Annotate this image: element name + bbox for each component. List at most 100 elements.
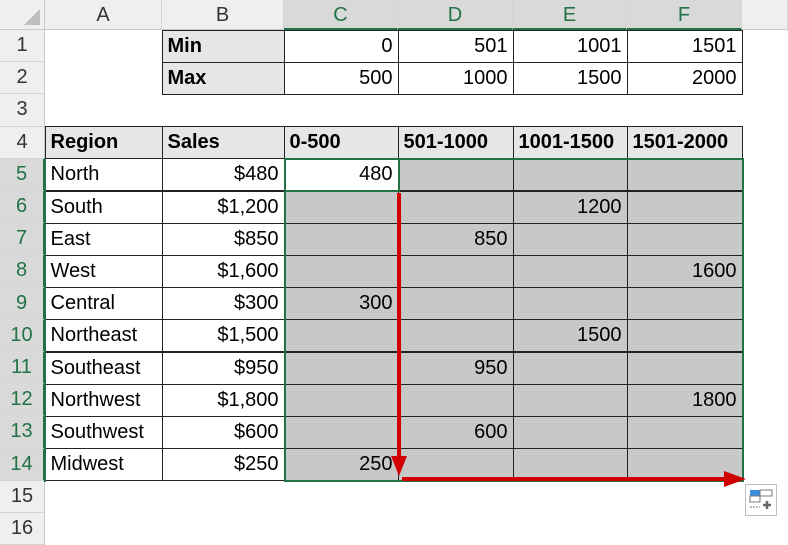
bin-result-cell[interactable] xyxy=(626,222,743,256)
bin-value-cell[interactable]: 1000 xyxy=(397,61,514,95)
bin-result-cell[interactable] xyxy=(283,415,399,450)
bin-result-cell[interactable] xyxy=(512,351,628,385)
table-header-cell[interactable]: 1001-1500 xyxy=(512,126,628,160)
bin-result-cell[interactable] xyxy=(397,158,514,192)
column-header-A[interactable]: A xyxy=(45,0,162,30)
bin-result-cell[interactable] xyxy=(626,319,743,353)
row-header-1[interactable]: 1 xyxy=(0,30,45,63)
row-header-7[interactable]: 7 xyxy=(0,223,45,256)
bin-result-cell[interactable] xyxy=(626,415,743,450)
region-cell[interactable]: East xyxy=(44,222,163,256)
bin-result-cell[interactable]: 250 xyxy=(283,448,399,482)
bin-result-cell[interactable] xyxy=(512,158,628,192)
bin-result-cell[interactable] xyxy=(512,383,628,417)
bin-result-cell[interactable] xyxy=(397,319,514,353)
bin-result-cell[interactable]: 300 xyxy=(283,287,399,321)
bin-result-cell[interactable] xyxy=(626,287,743,321)
bin-label-cell[interactable]: Max xyxy=(161,61,285,95)
row-header-9[interactable]: 9 xyxy=(0,287,45,320)
bin-result-cell[interactable] xyxy=(397,254,514,289)
bin-result-cell[interactable] xyxy=(283,351,399,385)
row-header-8[interactable]: 8 xyxy=(0,255,45,288)
row-header-13[interactable]: 13 xyxy=(0,416,45,449)
bin-value-cell[interactable]: 0 xyxy=(283,29,399,63)
table-header-cell[interactable]: 1501-2000 xyxy=(626,126,743,160)
row-header-3[interactable]: 3 xyxy=(0,94,45,127)
sales-cell[interactable]: $250 xyxy=(161,448,285,482)
sales-cell[interactable]: $1,200 xyxy=(161,190,285,224)
table-header-cell[interactable]: Sales xyxy=(161,126,285,160)
row-header-10[interactable]: 10 xyxy=(0,319,45,352)
bin-result-cell[interactable]: 480 xyxy=(283,158,399,192)
row-header-14[interactable]: 14 xyxy=(0,448,45,481)
bin-result-cell[interactable]: 1200 xyxy=(512,190,628,224)
bin-result-cell[interactable] xyxy=(397,287,514,321)
bin-result-cell[interactable] xyxy=(512,415,628,450)
region-cell[interactable]: Southeast xyxy=(44,351,163,385)
bin-result-cell[interactable] xyxy=(397,448,514,482)
region-cell[interactable]: West xyxy=(44,254,163,289)
bin-value-cell[interactable]: 501 xyxy=(397,29,514,63)
bin-result-cell[interactable] xyxy=(626,351,743,385)
bin-result-cell[interactable] xyxy=(626,158,743,192)
bin-label-cell[interactable]: Min xyxy=(161,29,285,63)
region-cell[interactable]: South xyxy=(44,190,163,224)
region-cell[interactable]: Central xyxy=(44,287,163,321)
row-header-12[interactable]: 12 xyxy=(0,384,45,417)
bin-result-cell[interactable] xyxy=(512,222,628,256)
bin-value-cell[interactable]: 1001 xyxy=(512,29,628,63)
table-header-cell[interactable]: Region xyxy=(44,126,163,160)
column-header-C[interactable]: C xyxy=(284,0,398,30)
sales-cell[interactable]: $480 xyxy=(161,158,285,192)
row-header-4[interactable]: 4 xyxy=(0,126,45,159)
bin-result-cell[interactable] xyxy=(283,254,399,289)
bin-result-cell[interactable] xyxy=(397,383,514,417)
row-header-2[interactable]: 2 xyxy=(0,62,45,95)
sales-cell[interactable]: $1,600 xyxy=(161,254,285,289)
table-header-cell[interactable]: 0-500 xyxy=(283,126,399,160)
row-header-5[interactable]: 5 xyxy=(0,158,45,191)
column-header-D[interactable]: D xyxy=(398,0,513,30)
region-cell[interactable]: Northwest xyxy=(44,383,163,417)
bin-result-cell[interactable]: 1800 xyxy=(626,383,743,417)
select-all-button[interactable] xyxy=(0,0,45,30)
row-header-11[interactable]: 11 xyxy=(0,352,45,385)
row-header-15[interactable]: 15 xyxy=(0,480,45,513)
sales-cell[interactable]: $1,800 xyxy=(161,383,285,417)
bin-value-cell[interactable]: 1500 xyxy=(512,61,628,95)
bin-result-cell[interactable] xyxy=(626,448,743,482)
bin-result-cell[interactable] xyxy=(512,448,628,482)
sales-cell[interactable]: $1,500 xyxy=(161,319,285,353)
bin-result-cell[interactable]: 1600 xyxy=(626,254,743,289)
sales-cell[interactable]: $600 xyxy=(161,415,285,450)
region-cell[interactable]: Northeast xyxy=(44,319,163,353)
row-header-6[interactable]: 6 xyxy=(0,191,45,224)
sales-cell[interactable]: $950 xyxy=(161,351,285,385)
column-header-B[interactable]: B xyxy=(162,0,284,30)
bin-result-cell[interactable] xyxy=(512,254,628,289)
bin-result-cell[interactable]: 600 xyxy=(397,415,514,450)
bin-result-cell[interactable] xyxy=(512,287,628,321)
bin-value-cell[interactable]: 500 xyxy=(283,61,399,95)
sales-cell[interactable]: $300 xyxy=(161,287,285,321)
bin-result-cell[interactable]: 1500 xyxy=(512,319,628,353)
column-header-F[interactable]: F xyxy=(627,0,742,30)
bin-result-cell[interactable] xyxy=(283,383,399,417)
region-cell[interactable]: Southwest xyxy=(44,415,163,450)
bin-result-cell[interactable]: 850 xyxy=(397,222,514,256)
quick-analysis-button[interactable] xyxy=(745,484,777,516)
bin-result-cell[interactable] xyxy=(283,222,399,256)
bin-result-cell[interactable] xyxy=(283,319,399,353)
bin-result-cell[interactable] xyxy=(397,190,514,224)
region-cell[interactable]: Midwest xyxy=(44,448,163,482)
bin-result-cell[interactable] xyxy=(626,190,743,224)
table-header-cell[interactable]: 501-1000 xyxy=(397,126,514,160)
bin-result-cell[interactable] xyxy=(283,190,399,224)
region-cell[interactable]: North xyxy=(44,158,163,192)
bin-value-cell[interactable]: 2000 xyxy=(626,61,743,95)
row-header-16[interactable]: 16 xyxy=(0,513,45,545)
sales-cell[interactable]: $850 xyxy=(161,222,285,256)
bin-value-cell[interactable]: 1501 xyxy=(626,29,743,63)
bin-result-cell[interactable]: 950 xyxy=(397,351,514,385)
column-header-E[interactable]: E xyxy=(513,0,627,30)
